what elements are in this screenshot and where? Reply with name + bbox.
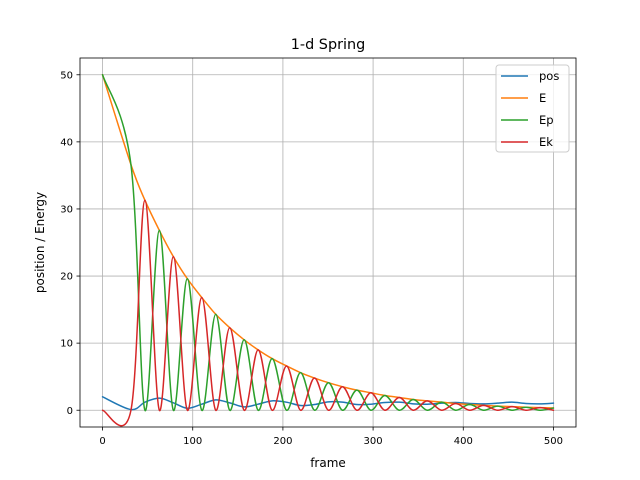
legend-label-pos: pos (539, 69, 559, 83)
x-axis-label: frame (310, 456, 346, 470)
legend-label-ek: Ek (539, 135, 553, 149)
legend: pos E Ep Ek (495, 64, 570, 153)
series-layer (101, 74, 555, 427)
chart-title: 1-d Spring (291, 37, 366, 53)
y-tick-label: 10 (60, 339, 73, 350)
x-tick-label: 0 (99, 436, 105, 447)
x-tick-label: 100 (183, 436, 202, 447)
axis-ticks: 0 100 200 300 400 500 0 10 20 30 40 50 (60, 70, 563, 447)
x-tick-label: 300 (364, 436, 383, 447)
y-tick-label: 0 (67, 406, 73, 417)
series-line-ek (101, 199, 555, 427)
legend-label-ep: Ep (539, 113, 554, 127)
y-axis-label: position / Energy (33, 192, 47, 293)
y-tick-label: 40 (60, 137, 73, 148)
x-tick-label: 500 (544, 436, 563, 447)
series-line-ep (101, 74, 555, 412)
y-tick-label: 20 (60, 272, 73, 283)
legend-box (495, 64, 570, 153)
x-tick-label: 400 (454, 436, 473, 447)
x-tick-label: 200 (273, 436, 292, 447)
y-tick-label: 30 (60, 205, 73, 216)
plot-frame (79, 57, 577, 428)
grid (80, 58, 576, 427)
legend-label-e: E (539, 91, 546, 105)
y-tick-label: 50 (60, 70, 73, 81)
